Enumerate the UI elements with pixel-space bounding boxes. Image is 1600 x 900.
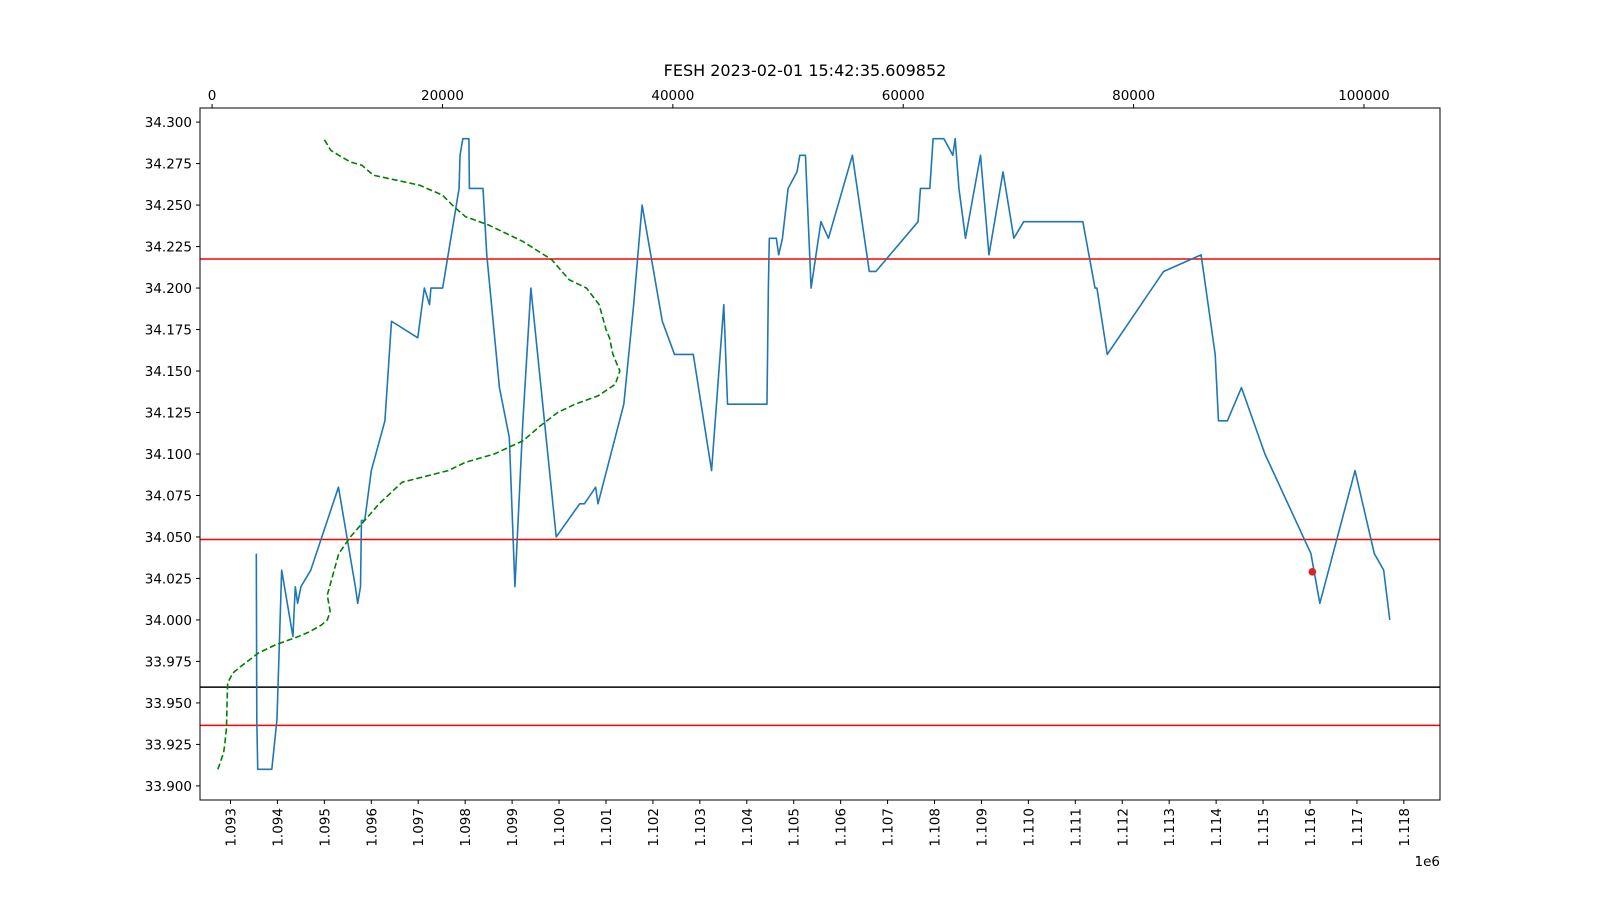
y-tick-label: 34.000 <box>145 613 192 629</box>
y-tick-label: 33.975 <box>145 654 192 670</box>
y-tick-label: 33.900 <box>145 779 192 795</box>
x-bottom-tick-label: 1.111 <box>1068 808 1084 847</box>
y-tick-label: 34.025 <box>145 571 192 587</box>
x-bottom-tick-label: 1.103 <box>693 808 709 847</box>
y-tick-label: 34.275 <box>145 157 192 173</box>
y-tick-label: 34.175 <box>145 323 192 339</box>
x-bottom-tick-label: 1.095 <box>317 808 333 847</box>
y-tick-label: 34.200 <box>145 281 192 297</box>
y-tick-label: 33.925 <box>145 737 192 753</box>
y-tick-label: 34.150 <box>145 364 192 380</box>
series-line-0 <box>255 137 1391 771</box>
x-bottom-tick-label: 1.100 <box>552 808 568 847</box>
y-tick-label: 33.950 <box>145 696 192 712</box>
y-tick-label: 34.300 <box>145 115 192 131</box>
x-bottom-tick-label: 1.096 <box>364 808 380 847</box>
chart-title: FESH 2023-02-01 15:42:35.609852 <box>664 61 947 80</box>
x-bottom-tick-label: 1.118 <box>1397 808 1413 847</box>
x-bottom-tick-label: 1.093 <box>224 808 240 847</box>
marker-point-0 <box>1308 568 1317 576</box>
x-bottom-tick-label: 1.115 <box>1256 808 1272 847</box>
x-bottom-tick-label: 1.116 <box>1303 808 1319 847</box>
x-bottom-tick-label: 1.107 <box>881 808 897 847</box>
x-bottom-tick-label: 1.117 <box>1350 808 1366 847</box>
y-tick-label: 34.225 <box>145 240 192 256</box>
x-top-tick-label: 0 <box>208 88 217 104</box>
x-bottom-tick-label: 1.099 <box>505 808 521 847</box>
x-bottom-tick-label: 1.112 <box>1115 808 1131 847</box>
x-top-tick-label: 80000 <box>1112 88 1155 104</box>
x-top-tick-label: 40000 <box>651 88 694 104</box>
x-bottom-tick-label: 1.113 <box>1162 808 1178 847</box>
x-bottom-tick-label: 1.097 <box>411 808 427 847</box>
plot-area <box>200 137 1440 771</box>
x-bottom-tick-label: 1.102 <box>646 808 662 847</box>
x-bottom-tick-label: 1.104 <box>740 808 756 847</box>
y-tick-label: 34.075 <box>145 488 192 504</box>
x-offset-text: 1e6 <box>1415 854 1440 870</box>
x-bottom-tick-label: 1.108 <box>928 808 944 847</box>
x-bottom-tick-label: 1.101 <box>599 808 615 847</box>
x-top-tick-label: 100000 <box>1338 88 1390 104</box>
x-bottom-tick-label: 1.110 <box>1021 808 1037 847</box>
x-bottom-tick-label: 1.114 <box>1209 808 1225 847</box>
y-tick-label: 34.050 <box>145 530 192 546</box>
x-bottom-tick-label: 1.098 <box>458 808 474 847</box>
y-tick-label: 34.100 <box>145 447 192 463</box>
y-tick-label: 34.125 <box>145 406 192 422</box>
x-top-tick-label: 60000 <box>882 88 925 104</box>
x-bottom-tick-label: 1.109 <box>974 808 990 847</box>
y-tick-label: 34.250 <box>145 198 192 214</box>
series-line-1 <box>217 137 621 770</box>
x-bottom-tick-label: 1.105 <box>787 808 803 847</box>
x-bottom-tick-label: 1.106 <box>834 808 850 847</box>
x-top-tick-label: 20000 <box>421 88 464 104</box>
x-bottom-tick-label: 1.094 <box>270 808 286 847</box>
